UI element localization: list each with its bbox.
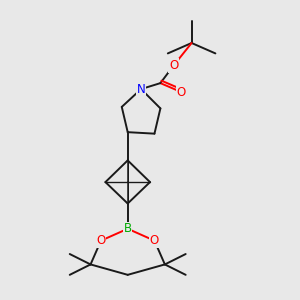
Text: O: O [150, 234, 159, 247]
Text: O: O [177, 85, 186, 98]
Text: O: O [96, 234, 106, 247]
Text: O: O [169, 59, 178, 72]
Text: B: B [124, 222, 132, 235]
Text: N: N [137, 82, 146, 96]
